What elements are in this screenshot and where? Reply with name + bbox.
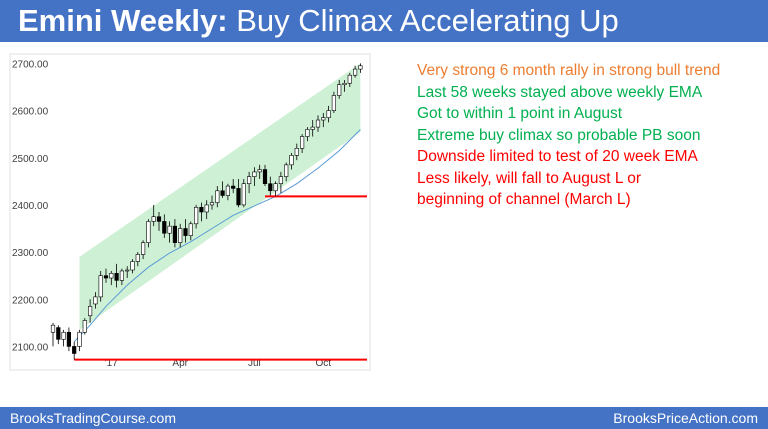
candle-body — [172, 225, 178, 243]
price-chart: 2100.00 2200.00 2300.00 2400.00 2500.00 2600.… — [0, 52, 380, 377]
candle-body — [337, 84, 342, 96]
y-tick-label: 2300.00 — [12, 248, 49, 259]
title-rest: Buy Climax Accelerating Up — [227, 3, 619, 38]
candle-body — [93, 296, 98, 305]
candle-body — [299, 136, 305, 149]
candle-body — [241, 183, 246, 206]
candle-body — [130, 261, 135, 271]
candle-body — [257, 169, 262, 173]
candle-body — [273, 183, 278, 192]
candle-body — [331, 95, 337, 111]
candle-body — [194, 206, 199, 225]
trend-channel — [79, 63, 361, 330]
y-tick-label: 2700.00 — [12, 59, 49, 70]
candle-body — [220, 190, 225, 196]
candle-body — [141, 242, 146, 255]
y-tick-label: 2600.00 — [12, 107, 49, 118]
candle-body — [125, 269, 130, 272]
candle-body — [162, 221, 167, 234]
candle-body — [72, 346, 77, 354]
title-bar: Emini Weekly: Buy Climax Accelerating Up — [0, 0, 768, 42]
candle-body — [305, 129, 310, 137]
plot-frame — [9, 53, 371, 371]
candle-body — [231, 185, 236, 189]
candle-body — [77, 331, 82, 347]
candle-body — [215, 190, 220, 203]
candle-body — [247, 176, 252, 185]
footer-right-link[interactable]: BrooksPriceAction.com — [613, 410, 758, 426]
footer-bar: BrooksTradingCourse.com BrooksPriceActio… — [0, 407, 768, 429]
note-line-4: Extreme buy climax so probable PB soon — [417, 126, 701, 144]
title-bold: Emini Weekly: — [18, 3, 228, 38]
candle-body — [284, 164, 289, 177]
candle-body — [315, 119, 321, 128]
candle-body — [252, 171, 257, 177]
candle-body — [204, 204, 209, 213]
notes-panel: Very strong 6 month rally in strong bull… — [417, 60, 762, 211]
x-tick-label: '17 — [105, 358, 118, 369]
candle-body — [209, 202, 215, 206]
candle-body — [50, 324, 56, 333]
ema-line — [73, 129, 361, 343]
candle-body — [183, 228, 188, 236]
candle-body — [225, 185, 231, 196]
candle-body — [289, 155, 294, 166]
candle-body — [109, 273, 114, 279]
note-line-2: Last 58 weeks stayed above weekly EMA — [417, 83, 703, 101]
candle-body — [114, 273, 119, 281]
page-title: Emini Weekly: Buy Climax Accelerating Up — [18, 2, 619, 40]
candle-body — [188, 223, 193, 236]
candle-body — [262, 169, 268, 185]
x-tick-label: Oct — [316, 358, 332, 369]
chart-svg: 2100.00 2200.00 2300.00 2400.00 2500.00 2600.… — [9, 53, 371, 371]
y-tick-label: 2100.00 — [12, 342, 49, 353]
candle-body — [88, 306, 93, 317]
candle-body — [103, 275, 109, 279]
candle-body — [56, 327, 61, 340]
candle-body — [342, 82, 347, 85]
candle-body — [82, 320, 87, 333]
candle-body — [98, 275, 103, 298]
candle-body — [236, 188, 241, 206]
note-line-7: beginning of channel (March L) — [417, 191, 631, 208]
candle-body — [321, 117, 326, 121]
candle-body — [167, 225, 172, 234]
candle-body — [61, 331, 66, 340]
candle-body — [178, 228, 183, 243]
candle-body — [66, 331, 71, 347]
candle-body — [352, 68, 358, 76]
candle-body — [156, 216, 162, 222]
candle-body — [135, 254, 140, 262]
candle-body — [146, 221, 151, 243]
note-line-3: Got to within 1 point in August — [417, 105, 623, 122]
candle-body — [278, 176, 284, 185]
candle-body — [310, 126, 315, 130]
x-tick-label: Apr — [172, 358, 188, 369]
candle-body — [326, 110, 331, 118]
candle-body — [358, 65, 363, 70]
y-tick-label: 2400.00 — [12, 201, 49, 212]
footer-left-link[interactable]: BrooksTradingCourse.com — [10, 410, 176, 426]
x-tick-label: Jul — [248, 358, 261, 369]
candle-body — [294, 148, 299, 156]
note-line-5: Downside limited to test of 20 week EMA — [417, 148, 698, 165]
candle-body — [199, 206, 204, 213]
candle-body — [151, 216, 156, 222]
note-line-6: Less likely, will fall to August L or — [417, 169, 641, 187]
candle-body — [268, 183, 273, 192]
candle-body — [119, 270, 124, 281]
note-line-1: Very strong 6 month rally in strong bull… — [417, 62, 721, 79]
candle-body — [347, 74, 352, 84]
y-tick-label: 2200.00 — [12, 295, 49, 306]
y-tick-label: 2500.00 — [12, 154, 49, 165]
